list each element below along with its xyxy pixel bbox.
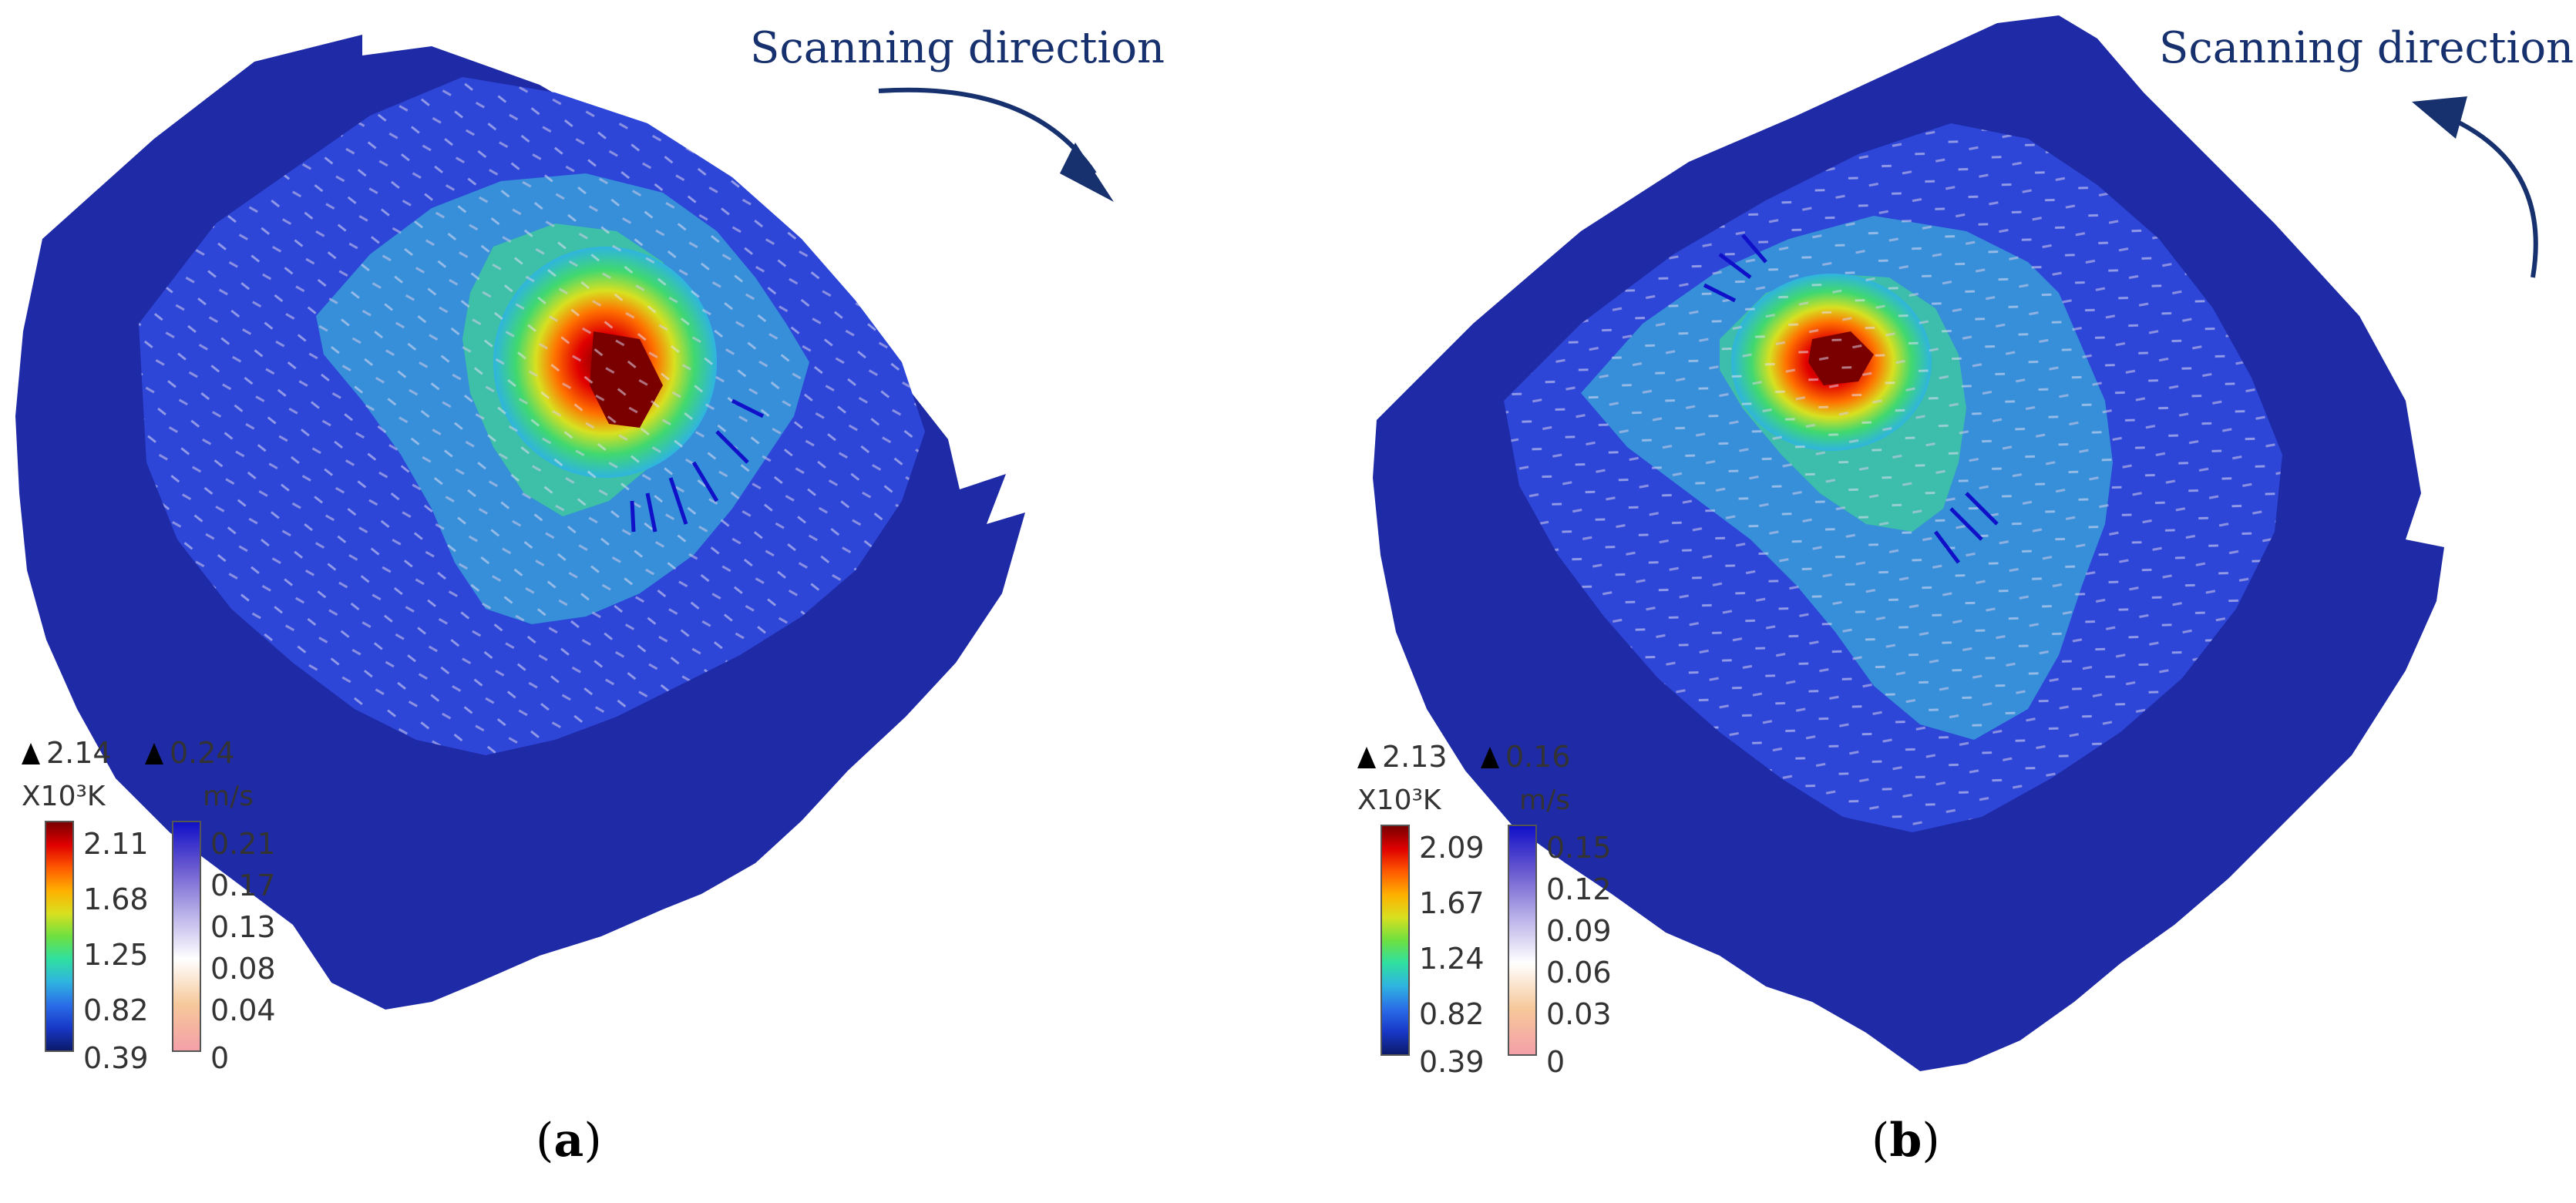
vel-tick: 0.12 bbox=[1546, 872, 1612, 906]
temp-tick: 0.82 bbox=[1419, 997, 1485, 1031]
temp-tick: 1.67 bbox=[1419, 886, 1485, 920]
vel-tick: 0.04 bbox=[210, 993, 276, 1027]
melt-pool-simulation-b bbox=[1373, 15, 2538, 1071]
temp-unit-a: X10³K bbox=[22, 781, 106, 812]
temp-max-b: 2.13 bbox=[1357, 740, 1448, 774]
velocity-colorbar-b bbox=[1508, 825, 1537, 1056]
temp-tick: 2.11 bbox=[83, 827, 149, 861]
vel-tick: 0.03 bbox=[1546, 997, 1612, 1031]
temp-tick: 1.25 bbox=[83, 938, 149, 972]
vel-tick: 0.06 bbox=[1546, 956, 1612, 990]
scan-arrowhead-b bbox=[2412, 96, 2467, 139]
vel-max-b: 0.16 bbox=[1481, 740, 1571, 774]
panel-b: Scanning direction 2.13 X10³K 2.09 1.67 … bbox=[1288, 0, 2576, 1203]
scan-arrow-a bbox=[878, 87, 1097, 175]
scan-arrowhead-a bbox=[1060, 143, 1114, 202]
scan-arrow-b bbox=[2443, 113, 2538, 278]
temp-tick: 1.68 bbox=[83, 882, 149, 916]
vel-unit-a: m/s bbox=[203, 781, 254, 812]
temp-unit-b: X10³K bbox=[1357, 785, 1441, 816]
vel-tick: 0 bbox=[1546, 1045, 1565, 1079]
temp-tick: 0.39 bbox=[83, 1041, 149, 1075]
vel-tick: 0.09 bbox=[1546, 914, 1612, 948]
temp-max-a: 2.14 bbox=[22, 736, 112, 770]
panel-caption-a: (a) bbox=[536, 1114, 602, 1168]
velocity-arrows-a bbox=[139, 77, 925, 755]
max-marker-icon bbox=[1357, 747, 1376, 768]
temp-tick: 1.24 bbox=[1419, 942, 1485, 976]
legend-a: 2.14 X10³K 2.11 1.68 1.25 0.82 0.39 0.24… bbox=[22, 736, 407, 1083]
vel-tick: 0.08 bbox=[210, 952, 276, 986]
vel-tick: 0.21 bbox=[210, 827, 276, 861]
legend-b: 2.13 X10³K 2.09 1.67 1.24 0.82 0.39 0.16… bbox=[1357, 740, 1743, 1087]
temperature-colorbar-a bbox=[45, 821, 74, 1052]
velocity-colorbar-a bbox=[172, 821, 201, 1052]
panel-caption-b: (b) bbox=[1871, 1114, 1940, 1168]
vel-tick: 0.15 bbox=[1546, 831, 1612, 865]
max-marker-icon bbox=[22, 743, 40, 764]
melt-pool-simulation-a bbox=[15, 35, 1114, 1010]
scan-direction-label-b: Scanning direction bbox=[2159, 23, 2574, 73]
vel-tick: 0 bbox=[210, 1041, 230, 1075]
vel-tick: 0.13 bbox=[210, 910, 276, 944]
vel-unit-b: m/s bbox=[1519, 785, 1570, 816]
vel-max-a: 0.24 bbox=[145, 736, 235, 770]
temp-tick: 0.39 bbox=[1419, 1045, 1485, 1079]
temperature-colorbar-b bbox=[1380, 825, 1410, 1056]
scan-direction-label-a: Scanning direction bbox=[750, 23, 1165, 73]
velocity-arrows-b bbox=[1504, 123, 2282, 832]
high-velocity-vectors-a bbox=[630, 398, 765, 533]
max-marker-icon bbox=[145, 743, 163, 764]
temp-tick: 2.09 bbox=[1419, 831, 1485, 865]
high-velocity-vectors-b bbox=[1703, 234, 1999, 564]
vel-tick: 0.17 bbox=[210, 869, 276, 902]
temp-tick: 0.82 bbox=[83, 993, 149, 1027]
max-marker-icon bbox=[1481, 747, 1499, 768]
panel-a: Scanning direction 2.14 X10³K 2.11 1.68 … bbox=[15, 23, 1165, 1168]
